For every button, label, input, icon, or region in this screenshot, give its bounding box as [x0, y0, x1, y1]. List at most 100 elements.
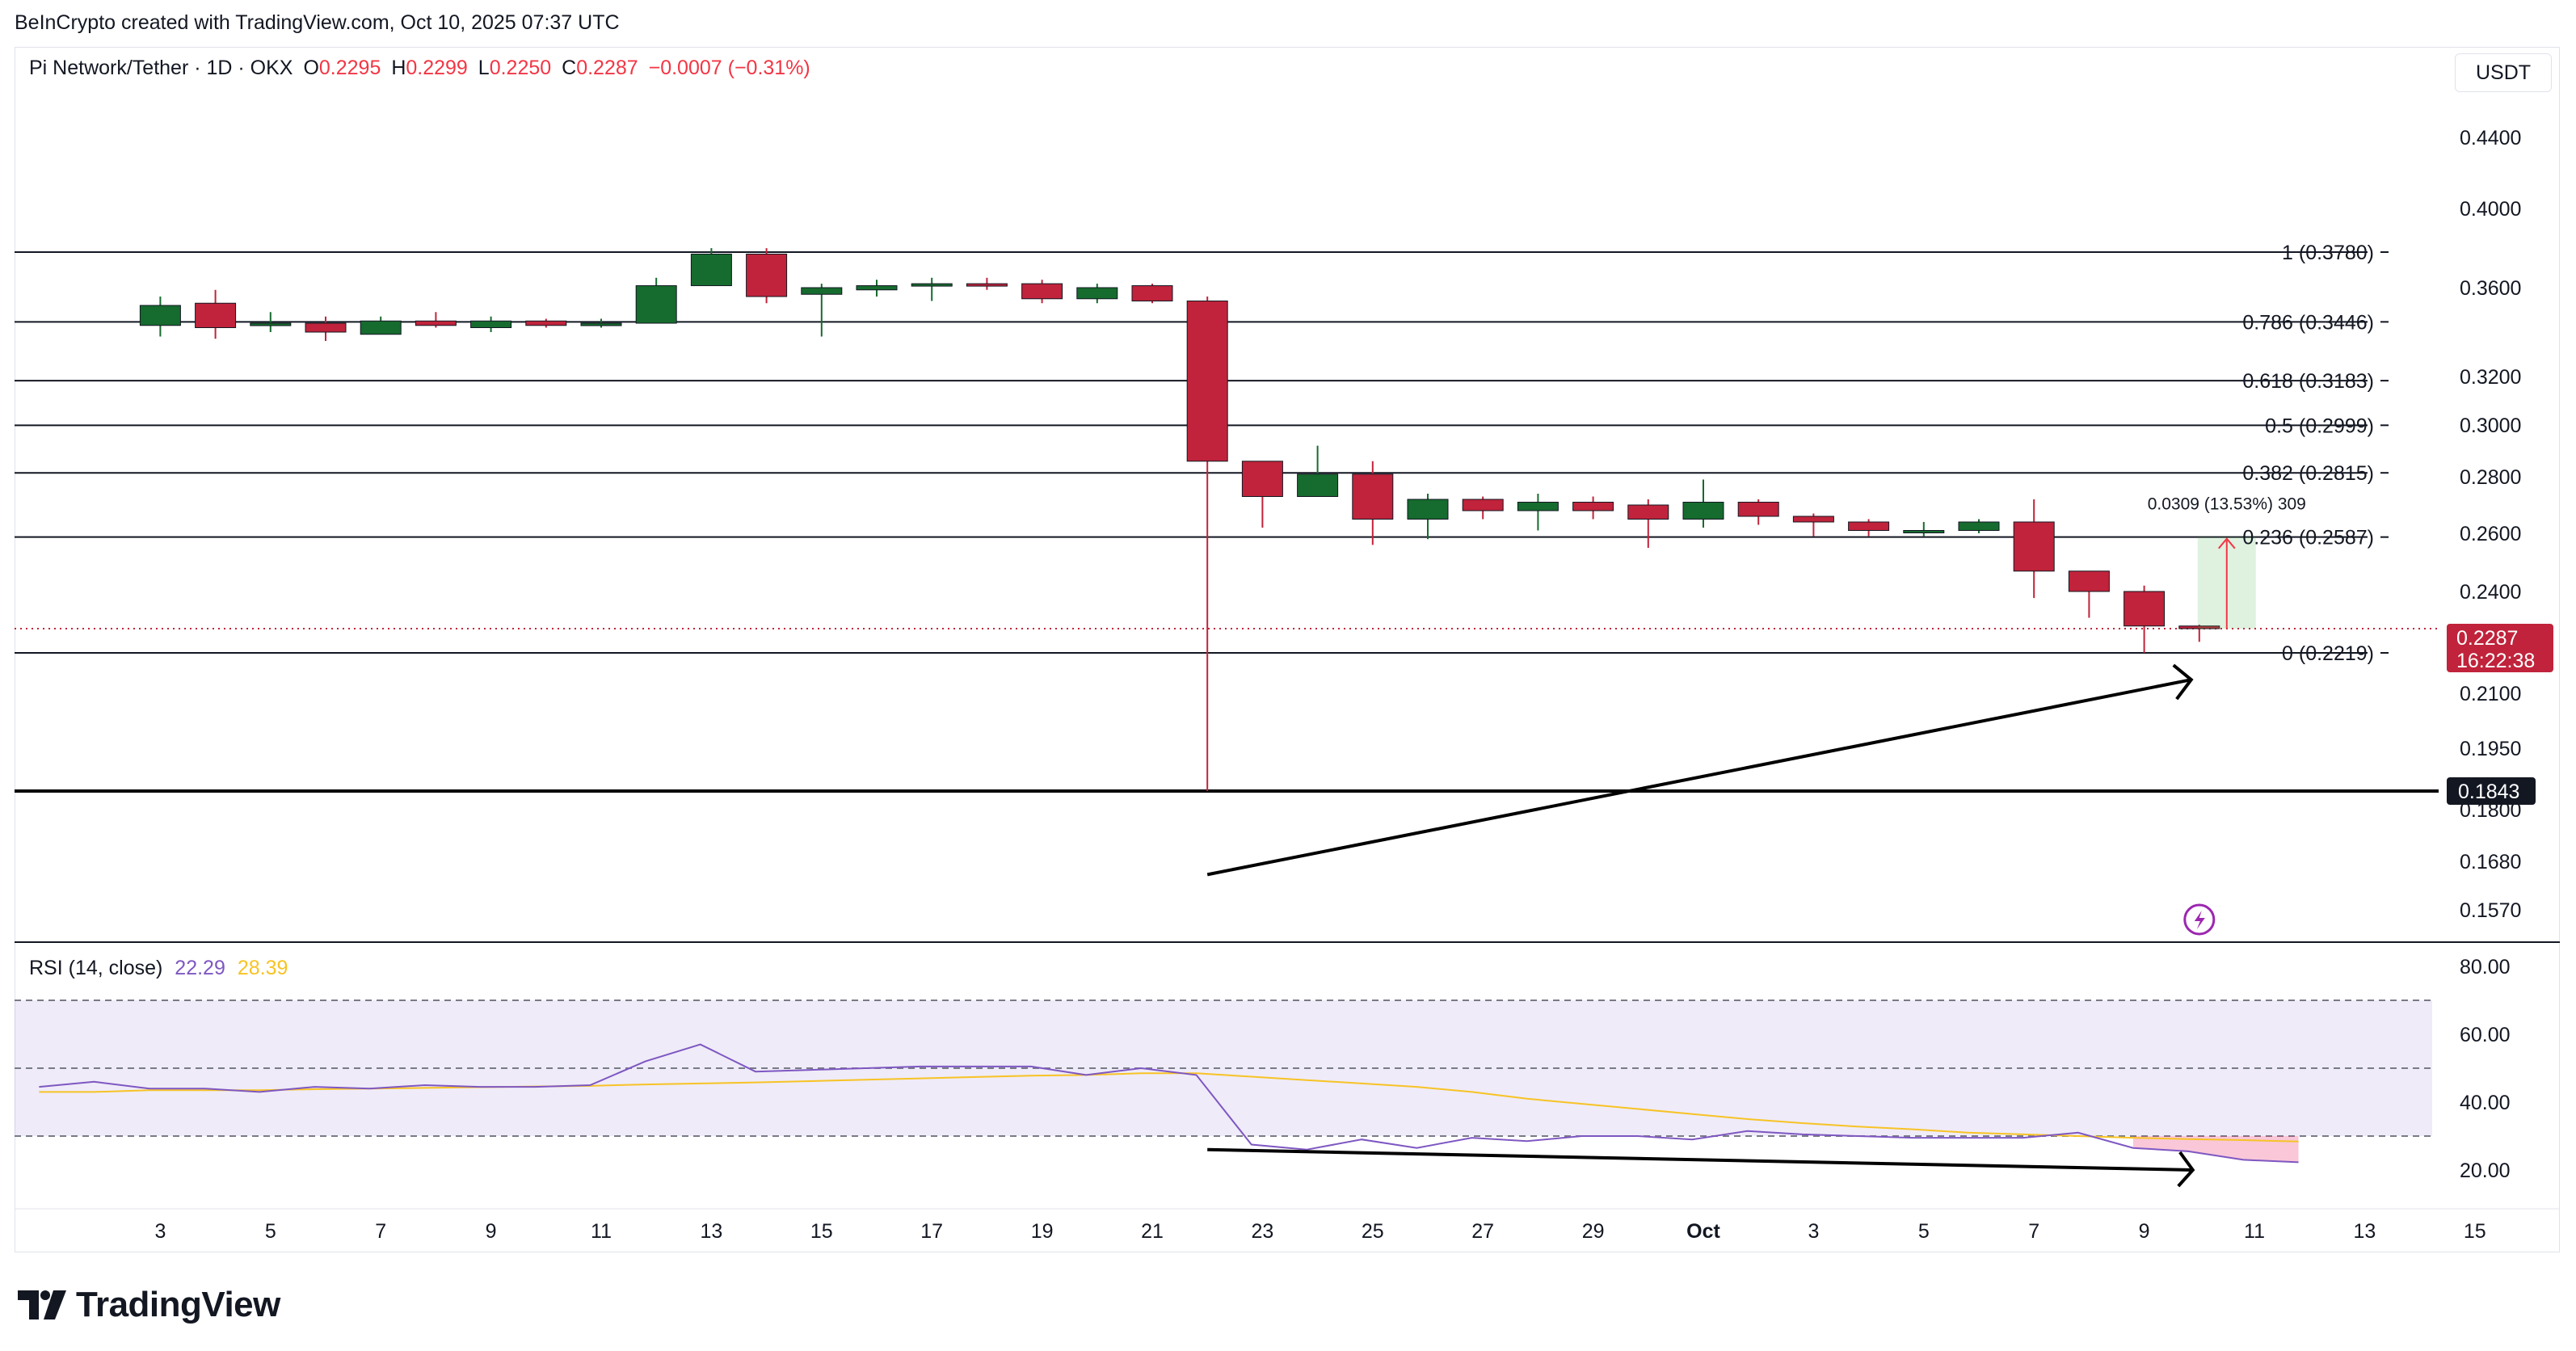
price-tick-label: 0.2100 — [2460, 683, 2521, 705]
candle-body[interactable] — [966, 283, 1008, 287]
price-trend-arrowhead — [2172, 663, 2194, 701]
lightning-bolt-icon — [2194, 911, 2205, 929]
time-tick-label: 5 — [265, 1220, 276, 1243]
price-tick-label: 0.1570 — [2460, 899, 2521, 922]
current-price-value: 0.2287 — [2456, 627, 2518, 650]
candle-body[interactable] — [690, 253, 732, 287]
fib-level-label: 1 (0.3780) — [2282, 242, 2374, 264]
candle-body[interactable] — [415, 320, 457, 326]
candle-body[interactable] — [1076, 287, 1118, 300]
candle-body[interactable] — [1462, 499, 1504, 511]
fib-level-label: 0.382 (0.2815) — [2242, 462, 2374, 485]
rsi-ma-line[interactable] — [39, 1072, 2299, 1143]
candle-body[interactable] — [1186, 301, 1228, 462]
candle-body[interactable] — [801, 287, 843, 295]
candle-body[interactable] — [1958, 521, 2000, 531]
candle-body[interactable] — [1407, 499, 1449, 520]
rsi-tick-label: 80.00 — [2460, 956, 2511, 979]
rsi-line[interactable] — [39, 1043, 2299, 1164]
candle-body[interactable] — [2178, 625, 2220, 629]
current-price-tag[interactable] — [2447, 624, 2553, 672]
price-tick-label: 0.2400 — [2460, 581, 2521, 604]
candle-body[interactable] — [911, 283, 953, 287]
candle-body[interactable] — [1131, 285, 1173, 301]
fib-level-label: 0.236 (0.2587) — [2242, 527, 2374, 549]
measure-label: 0.0309 (13.53%) 309 — [2148, 495, 2306, 514]
low-label: L — [478, 57, 490, 79]
candle-body[interactable] — [635, 285, 677, 324]
measure-arrowhead — [2218, 537, 2236, 549]
bar-countdown: 16:22:38 — [2456, 650, 2535, 672]
candle-body[interactable] — [2068, 570, 2110, 592]
tradingview-logo-text: TradingView — [76, 1285, 280, 1324]
price-trend-arrow[interactable] — [1206, 678, 2192, 877]
currency-selector[interactable]: USDT — [2455, 53, 2552, 92]
time-tick-label: 9 — [2139, 1220, 2150, 1243]
rsi-legend: RSI (14, close) 22.29 28.39 — [29, 957, 288, 980]
close-value: 0.2287 — [576, 57, 638, 79]
time-tick-label: 17 — [920, 1220, 943, 1243]
time-tick-label: 15 — [2464, 1220, 2486, 1243]
candle-body[interactable] — [1848, 521, 1890, 531]
rsi-title[interactable]: RSI (14, close) — [29, 957, 163, 979]
candle-body[interactable] — [470, 320, 512, 328]
candle-body[interactable] — [139, 305, 181, 326]
rsi-value: 22.29 — [175, 957, 225, 979]
fib-level-label: 0.5 (0.2999) — [2265, 415, 2374, 437]
time-tick-label: 3 — [1808, 1220, 1819, 1243]
candle-body[interactable] — [1241, 461, 1283, 497]
chart-frame — [15, 47, 2560, 1252]
price-tick-label: 0.2800 — [2460, 466, 2521, 489]
candle-body[interactable] — [1517, 502, 1559, 511]
close-label: C — [562, 57, 577, 79]
candle-body[interactable] — [2124, 591, 2166, 627]
candle-body[interactable] — [305, 322, 347, 333]
time-tick-label: 7 — [2028, 1220, 2039, 1243]
candle-body[interactable] — [1737, 502, 1779, 517]
price-tick-label: 0.1680 — [2460, 851, 2521, 873]
time-tick-label: 29 — [1582, 1220, 1605, 1243]
candle-body[interactable] — [360, 320, 402, 335]
candle-body[interactable] — [1297, 473, 1339, 497]
candle-body[interactable] — [1792, 516, 1834, 523]
open-value: 0.2295 — [318, 57, 381, 79]
rsi-trend-arrow[interactable] — [1207, 1147, 2193, 1172]
fib-level-label: 0.786 (0.3446) — [2242, 311, 2374, 334]
time-tick-label: 9 — [486, 1220, 497, 1243]
candle-body[interactable] — [2013, 521, 2055, 572]
tradingview-logo[interactable]: TradingView — [18, 1285, 280, 1325]
fib-level-label: 0.618 (0.3183) — [2242, 370, 2374, 393]
candle-body[interactable] — [1572, 502, 1614, 511]
tradingview-logo-icon — [18, 1290, 66, 1319]
time-tick-label: 19 — [1031, 1220, 1054, 1243]
support-price-tag[interactable] — [2447, 777, 2536, 805]
candle-body[interactable] — [1903, 530, 1945, 533]
time-tick-label: Oct — [1686, 1220, 1720, 1243]
rsi-tick-label: 40.00 — [2460, 1092, 2511, 1114]
candle-body[interactable] — [746, 253, 788, 297]
time-tick-label: 25 — [1362, 1220, 1384, 1243]
candle-body[interactable] — [1352, 473, 1394, 520]
time-tick-label: 13 — [700, 1220, 722, 1243]
low-value: 0.2250 — [489, 57, 552, 79]
symbol-name[interactable]: Pi Network/Tether · 1D · OKX — [29, 57, 293, 79]
candle-body[interactable] — [1021, 283, 1063, 300]
high-value: 0.2299 — [406, 57, 468, 79]
rsi-trend-arrowhead — [2177, 1151, 2195, 1188]
rsi-tick-label: 60.00 — [2460, 1024, 2511, 1046]
time-tick-label: 3 — [154, 1220, 166, 1243]
fib-level-label: 0 (0.2219) — [2282, 642, 2374, 665]
candle-body[interactable] — [525, 320, 567, 326]
candle-body[interactable] — [250, 322, 292, 326]
candle-body[interactable] — [1682, 502, 1724, 520]
candle-body[interactable] — [195, 302, 237, 328]
price-tick-label: 0.2600 — [2460, 523, 2521, 545]
price-tick-label: 0.3200 — [2460, 366, 2521, 389]
candle-body[interactable] — [856, 285, 898, 291]
candle-body[interactable] — [580, 322, 622, 326]
rsi-ma-value: 28.39 — [237, 957, 288, 979]
time-tick-label: 7 — [375, 1220, 386, 1243]
rsi-oversold-fill — [2132, 1136, 2299, 1163]
candle-body[interactable] — [1627, 504, 1669, 520]
